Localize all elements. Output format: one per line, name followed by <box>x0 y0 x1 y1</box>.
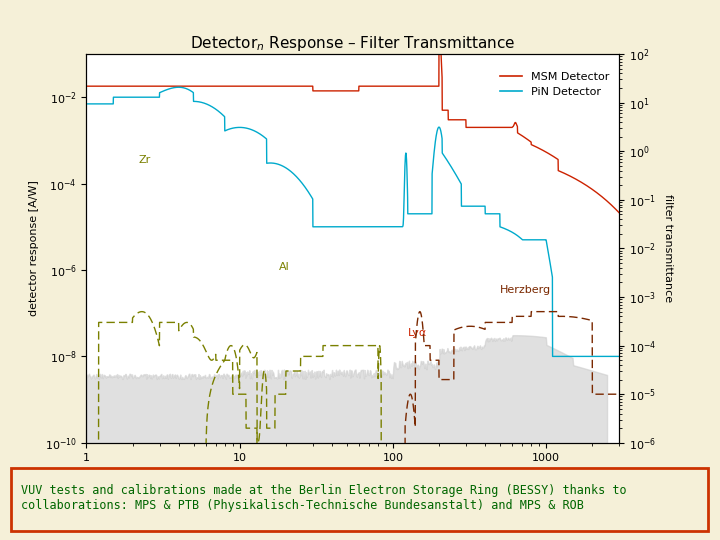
Text: Zr: Zr <box>139 155 151 165</box>
Y-axis label: filter transmittance: filter transmittance <box>663 194 673 302</box>
Text: Lyα: Lyα <box>408 328 427 338</box>
FancyBboxPatch shape <box>11 468 708 531</box>
Title: Detector$_n$ Response – Filter Transmittance: Detector$_n$ Response – Filter Transmitt… <box>190 35 516 53</box>
Text: VUV tests and calibrations made at the Berlin Electron Storage Ring (BESSY) than: VUV tests and calibrations made at the B… <box>22 484 627 512</box>
Y-axis label: detector response [A/W]: detector response [A/W] <box>29 180 39 316</box>
Text: Al: Al <box>279 262 289 272</box>
Text: Herzberg: Herzberg <box>500 285 551 295</box>
Legend: MSM Detector, PiN Detector: MSM Detector, PiN Detector <box>495 68 613 102</box>
X-axis label: wavelength [nm]: wavelength [nm] <box>300 468 406 481</box>
